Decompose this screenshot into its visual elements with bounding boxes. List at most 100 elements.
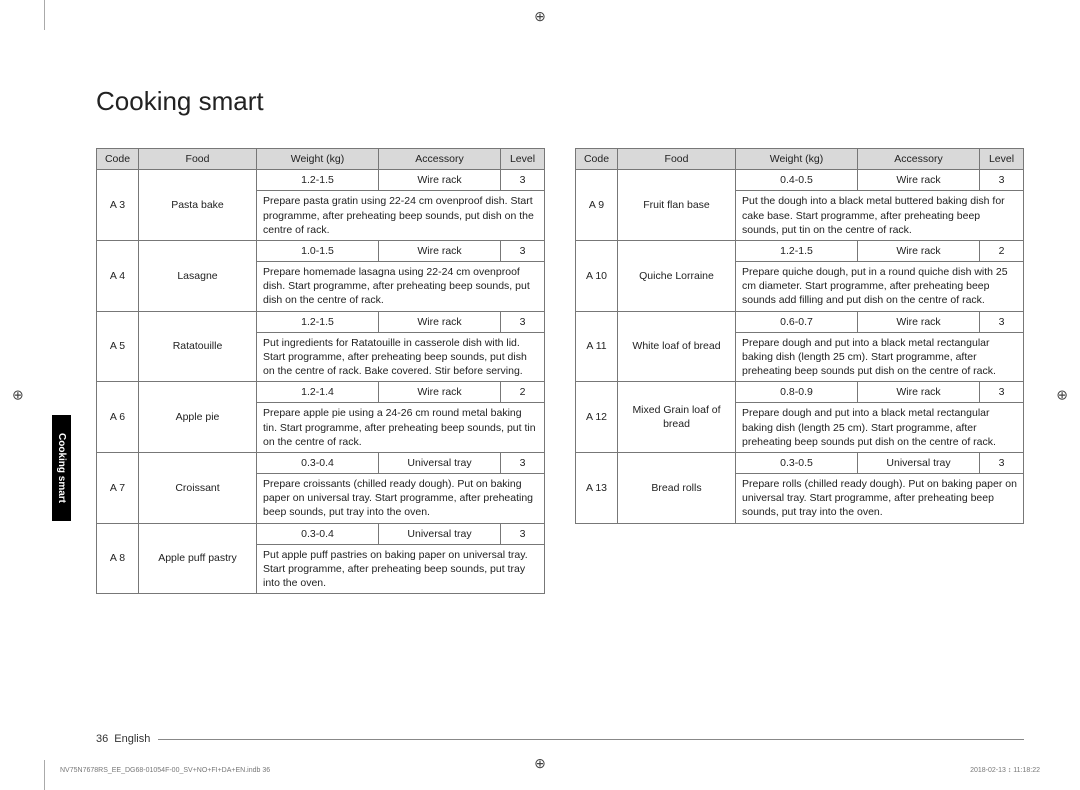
cell-food: Lasagne	[139, 240, 257, 311]
cell-weight: 1.0-1.5	[257, 240, 379, 261]
cell-instructions: Prepare croissants (chilled ready dough)…	[257, 474, 545, 524]
cell-instructions: Prepare pasta gratin using 22-24 cm oven…	[257, 191, 545, 241]
table-row: A 10Quiche Lorraine1.2-1.5Wire rack2	[576, 240, 1024, 261]
cell-code: A 6	[97, 382, 139, 453]
col-header-weight: Weight (kg)	[257, 149, 379, 170]
col-header-accessory: Accessory	[858, 149, 980, 170]
cell-accessory: Wire rack	[858, 170, 980, 191]
cell-food: Pasta bake	[139, 170, 257, 241]
cell-weight: 0.4-0.5	[736, 170, 858, 191]
cell-food: Fruit flan base	[618, 170, 736, 241]
cell-code: A 4	[97, 240, 139, 311]
cell-code: A 12	[576, 382, 618, 453]
col-header-level: Level	[980, 149, 1024, 170]
col-header-accessory: Accessory	[379, 149, 501, 170]
table-row: A 12Mixed Grain loaf of bread0.8-0.9Wire…	[576, 382, 1024, 403]
cell-accessory: Wire rack	[379, 382, 501, 403]
cell-accessory: Universal tray	[379, 523, 501, 544]
cell-code: A 3	[97, 170, 139, 241]
registration-mark-left-icon: ⊕	[12, 387, 24, 404]
cell-instructions: Prepare homemade lasagna using 22-24 cm …	[257, 262, 545, 312]
cell-level: 3	[501, 452, 545, 473]
cell-weight: 0.3-0.5	[736, 452, 858, 473]
cell-accessory: Wire rack	[858, 382, 980, 403]
cell-level: 2	[501, 382, 545, 403]
cell-level: 3	[980, 170, 1024, 191]
table-row: A 5Ratatouille1.2-1.5Wire rack3	[97, 311, 545, 332]
cell-food: Croissant	[139, 452, 257, 523]
table-header-row: Code Food Weight (kg) Accessory Level	[576, 149, 1024, 170]
page-footer: 36 English	[96, 733, 1024, 745]
registration-mark-top-icon: ⊕	[534, 8, 546, 25]
cell-code: A 9	[576, 170, 618, 241]
cell-weight: 1.2-1.5	[257, 170, 379, 191]
cell-level: 3	[980, 382, 1024, 403]
col-header-code: Code	[97, 149, 139, 170]
table-row: A 3Pasta bake1.2-1.5Wire rack3	[97, 170, 545, 191]
cell-weight: 0.3-0.4	[257, 523, 379, 544]
cell-food: Apple puff pastry	[139, 523, 257, 594]
crop-hairline-top	[44, 0, 45, 30]
print-timestamp: 2018-02-13 ↕ 11:18:22	[970, 767, 1040, 774]
col-header-food: Food	[139, 149, 257, 170]
table-row: A 13Bread rolls0.3-0.5Universal tray3	[576, 452, 1024, 473]
cell-food: Bread rolls	[618, 452, 736, 523]
cell-weight: 1.2-1.4	[257, 382, 379, 403]
footer-rule	[158, 739, 1024, 740]
cell-food: Mixed Grain loaf of bread	[618, 382, 736, 453]
cell-code: A 7	[97, 452, 139, 523]
cell-code: A 5	[97, 311, 139, 382]
table-row: A 4Lasagne1.0-1.5Wire rack3	[97, 240, 545, 261]
page-language: English	[114, 733, 150, 745]
table-row: A 6Apple pie1.2-1.4Wire rack2	[97, 382, 545, 403]
cell-instructions: Prepare rolls (chilled ready dough). Put…	[736, 474, 1024, 524]
page-number: 36	[96, 733, 108, 745]
cell-level: 3	[501, 311, 545, 332]
cell-instructions: Put the dough into a black metal buttere…	[736, 191, 1024, 241]
col-header-level: Level	[501, 149, 545, 170]
section-side-tab: Cooking smart	[52, 415, 71, 521]
cell-accessory: Wire rack	[379, 311, 501, 332]
cooking-table-left: Code Food Weight (kg) Accessory Level A …	[96, 148, 545, 594]
cell-level: 3	[501, 240, 545, 261]
cell-level: 3	[501, 170, 545, 191]
cell-code: A 13	[576, 452, 618, 523]
cell-weight: 1.2-1.5	[257, 311, 379, 332]
table-row: A 9Fruit flan base0.4-0.5Wire rack3	[576, 170, 1024, 191]
col-header-code: Code	[576, 149, 618, 170]
cell-instructions: Put ingredients for Ratatouille in casse…	[257, 332, 545, 382]
registration-mark-right-icon: ⊕	[1056, 387, 1068, 404]
cell-instructions: Prepare dough and put into a black metal…	[736, 332, 1024, 382]
cell-accessory: Universal tray	[379, 452, 501, 473]
table-row: A 8Apple puff pastry0.3-0.4Universal tra…	[97, 523, 545, 544]
page-title: Cooking smart	[96, 86, 264, 117]
cell-instructions: Prepare apple pie using a 24-26 cm round…	[257, 403, 545, 453]
cell-instructions: Prepare dough and put into a black metal…	[736, 403, 1024, 453]
left-column: Code Food Weight (kg) Accessory Level A …	[96, 148, 545, 594]
cell-food: White loaf of bread	[618, 311, 736, 382]
cell-accessory: Wire rack	[379, 170, 501, 191]
cell-food: Quiche Lorraine	[618, 240, 736, 311]
content-columns: Code Food Weight (kg) Accessory Level A …	[96, 148, 1024, 594]
print-footer: NV75N7678RS_EE_DG68-01054F-00_SV+NO+FI+D…	[60, 767, 1040, 774]
cell-weight: 0.6-0.7	[736, 311, 858, 332]
cell-accessory: Wire rack	[858, 311, 980, 332]
col-header-weight: Weight (kg)	[736, 149, 858, 170]
cell-accessory: Universal tray	[858, 452, 980, 473]
cooking-table-right: Code Food Weight (kg) Accessory Level A …	[575, 148, 1024, 524]
cell-code: A 10	[576, 240, 618, 311]
cell-instructions: Put apple puff pastries on baking paper …	[257, 544, 545, 594]
cell-level: 3	[501, 523, 545, 544]
cell-code: A 8	[97, 523, 139, 594]
cell-code: A 11	[576, 311, 618, 382]
cell-weight: 1.2-1.5	[736, 240, 858, 261]
table-row: A 7Croissant0.3-0.4Universal tray3	[97, 452, 545, 473]
cell-weight: 0.3-0.4	[257, 452, 379, 473]
cell-instructions: Prepare quiche dough, put in a round qui…	[736, 262, 1024, 312]
right-column: Code Food Weight (kg) Accessory Level A …	[575, 148, 1024, 594]
cell-accessory: Wire rack	[379, 240, 501, 261]
cell-level: 2	[980, 240, 1024, 261]
cell-food: Apple pie	[139, 382, 257, 453]
print-file-path: NV75N7678RS_EE_DG68-01054F-00_SV+NO+FI+D…	[60, 767, 270, 774]
cell-weight: 0.8-0.9	[736, 382, 858, 403]
